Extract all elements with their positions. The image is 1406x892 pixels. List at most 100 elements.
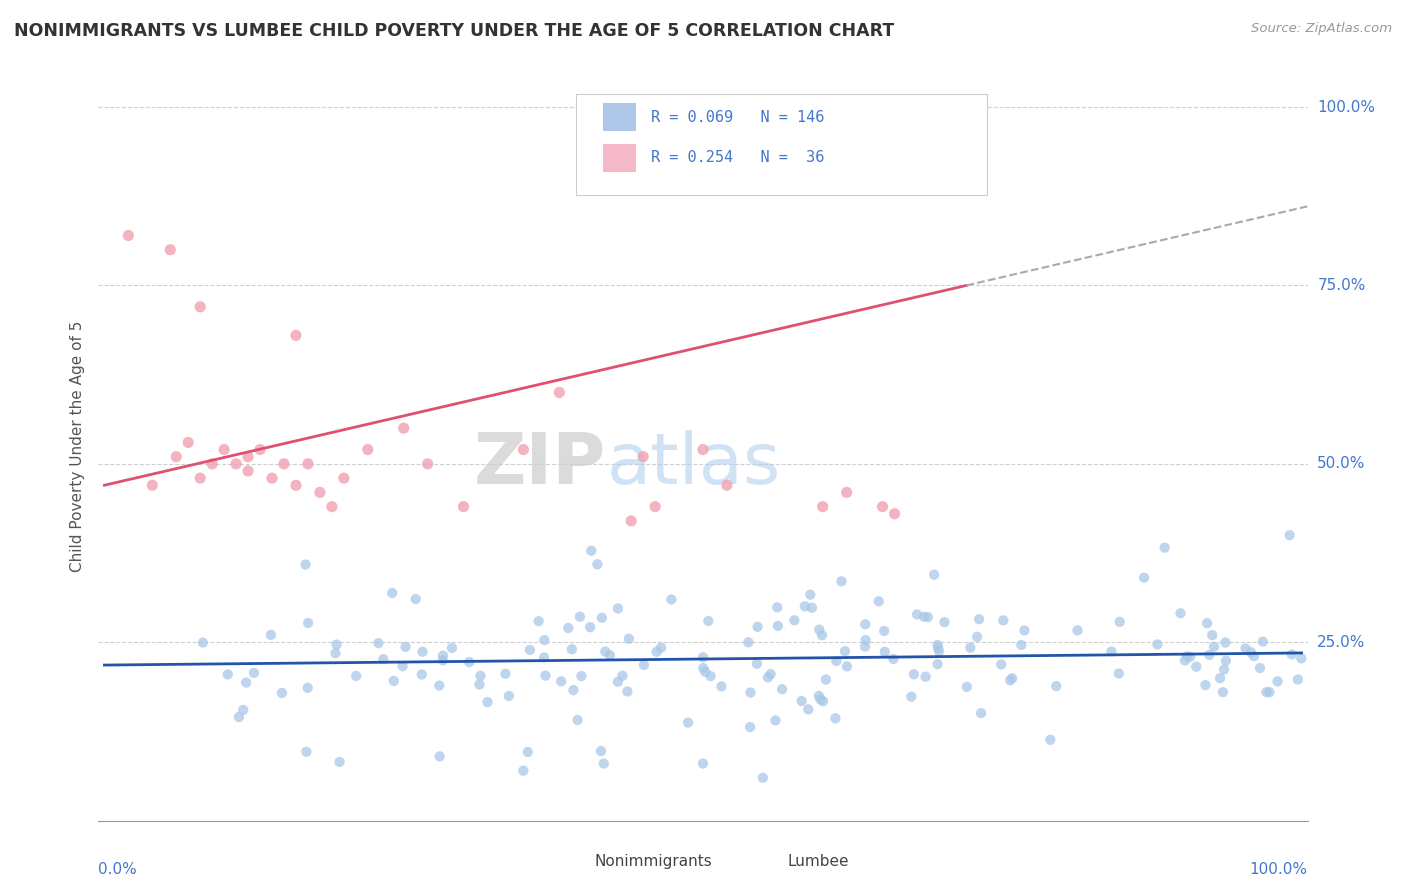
Point	[235, 675, 257, 690]
Point	[934, 615, 956, 629]
Point	[1267, 674, 1289, 689]
Point	[824, 711, 846, 725]
Point	[586, 558, 609, 572]
Point	[966, 630, 988, 644]
Point	[381, 586, 404, 600]
Point	[928, 644, 950, 658]
Point	[273, 457, 295, 471]
Point	[325, 646, 347, 660]
Point	[561, 642, 583, 657]
Text: R = 0.254   N =  36: R = 0.254 N = 36	[651, 150, 824, 165]
Point	[494, 666, 516, 681]
Point	[416, 457, 439, 471]
Point	[453, 500, 475, 514]
Point	[595, 645, 617, 659]
Point	[527, 614, 550, 628]
Point	[783, 613, 806, 627]
Point	[1286, 673, 1309, 687]
Point	[808, 623, 831, 637]
Point	[357, 442, 380, 457]
Point	[873, 645, 896, 659]
Point	[993, 613, 1015, 627]
Point	[1251, 634, 1274, 648]
Point	[967, 612, 990, 626]
Text: 75.0%: 75.0%	[1317, 278, 1365, 293]
Point	[191, 635, 214, 649]
Point	[498, 689, 520, 703]
Point	[692, 442, 714, 457]
Point	[710, 680, 733, 694]
Point	[367, 636, 389, 650]
Point	[873, 624, 896, 638]
Point	[1194, 678, 1216, 692]
Y-axis label: Child Poverty Under the Age of 5: Child Poverty Under the Age of 5	[69, 320, 84, 572]
Point	[548, 385, 571, 400]
Point	[747, 620, 769, 634]
Point	[1178, 649, 1201, 664]
Point	[927, 657, 949, 672]
Point	[922, 567, 945, 582]
Point	[591, 611, 613, 625]
Point	[612, 669, 634, 683]
Text: Source: ZipAtlas.com: Source: ZipAtlas.com	[1251, 22, 1392, 36]
Point	[1291, 651, 1313, 665]
Point	[1146, 637, 1168, 651]
Point	[412, 645, 434, 659]
Point	[550, 674, 572, 689]
Point	[159, 243, 181, 257]
Point	[1001, 671, 1024, 685]
Point	[765, 714, 787, 728]
Point	[440, 640, 463, 655]
Point	[568, 609, 591, 624]
Text: 50.0%: 50.0%	[1317, 457, 1365, 471]
Text: ZIP: ZIP	[474, 430, 606, 500]
Point	[260, 628, 283, 642]
Point	[1108, 615, 1130, 629]
Point	[917, 610, 939, 624]
Point	[512, 442, 534, 457]
Point	[188, 300, 211, 314]
Point	[589, 744, 612, 758]
Point	[793, 599, 815, 614]
Point	[373, 652, 395, 666]
Point	[1174, 653, 1197, 667]
Point	[868, 594, 890, 608]
Point	[811, 628, 834, 642]
Point	[1175, 649, 1198, 664]
Point	[297, 681, 319, 695]
Point	[177, 435, 200, 450]
Point	[1278, 528, 1301, 542]
Point	[790, 694, 813, 708]
Point	[297, 457, 319, 471]
Text: Lumbee: Lumbee	[787, 854, 849, 869]
Point	[1213, 663, 1236, 677]
Point	[697, 614, 720, 628]
Point	[807, 689, 830, 703]
Point	[1212, 685, 1234, 699]
Point	[650, 640, 672, 655]
Point	[825, 654, 848, 668]
Point	[855, 633, 877, 648]
Point	[567, 713, 589, 727]
Point	[344, 669, 367, 683]
Text: R = 0.069   N = 146: R = 0.069 N = 146	[651, 110, 824, 125]
Point	[382, 673, 405, 688]
Point	[607, 601, 630, 615]
Point	[830, 574, 852, 589]
Point	[468, 677, 491, 691]
Point	[692, 661, 714, 675]
Point	[616, 684, 638, 698]
Point	[260, 471, 283, 485]
Point	[766, 619, 789, 633]
Point	[770, 682, 793, 697]
Point	[284, 478, 307, 492]
Point	[236, 464, 259, 478]
Point	[1170, 607, 1192, 621]
Point	[297, 615, 319, 630]
Point	[956, 680, 979, 694]
Point	[752, 771, 775, 785]
Point	[853, 617, 876, 632]
Point	[411, 667, 433, 681]
Point	[212, 442, 235, 457]
Point	[294, 558, 316, 572]
